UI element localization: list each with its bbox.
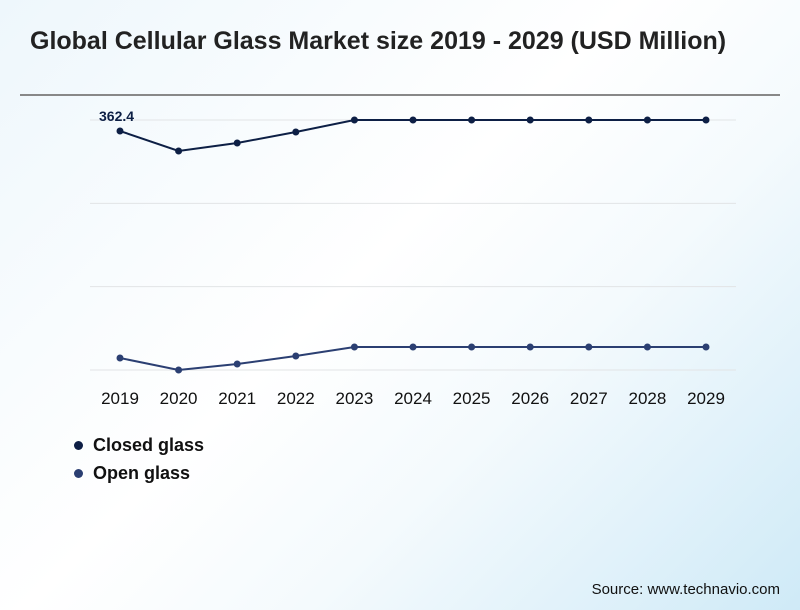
x-tick-label: 2026 (511, 389, 549, 408)
data-point (175, 366, 183, 374)
data-point (116, 354, 124, 362)
data-point (468, 343, 476, 351)
legend-item-open-glass: Open glass (74, 463, 190, 484)
data-point (526, 116, 534, 124)
data-point (292, 352, 300, 360)
data-point (233, 139, 241, 147)
data-point (350, 116, 358, 124)
source-note: Source: www.technavio.com (591, 581, 780, 598)
data-point (409, 343, 417, 351)
data-point (350, 343, 358, 351)
x-tick-label: 2023 (335, 389, 373, 408)
data-point (643, 116, 651, 124)
x-tick-label: 2024 (394, 389, 432, 408)
legend-marker-icon (74, 469, 83, 478)
data-point (233, 360, 241, 368)
data-point (585, 343, 593, 351)
x-tick-label: 2020 (160, 389, 198, 408)
data-point (409, 116, 417, 124)
data-point (702, 343, 710, 351)
x-tick-label: 2022 (277, 389, 315, 408)
x-tick-label: 2028 (628, 389, 666, 408)
x-tick-label: 2025 (453, 389, 491, 408)
x-tick-label: 2019 (101, 389, 139, 408)
legend-label: Open glass (93, 463, 191, 483)
line-chart: 2019 2020 2021 2022 2023 2024 2025 2026 2027 2028… (90, 108, 736, 408)
series-line-closed-glass (119, 119, 706, 153)
data-point (468, 116, 476, 124)
x-tick-label: 2029 (687, 389, 725, 408)
title-divider (20, 94, 780, 96)
x-tick-label: 2021 (218, 389, 256, 408)
data-label: 362.4 (99, 108, 134, 124)
legend-item-closed-glass: Closed glass (74, 435, 204, 456)
data-point (643, 343, 651, 351)
x-tick-label: 2027 (570, 389, 608, 408)
data-point (526, 343, 534, 351)
data-point (702, 116, 710, 124)
data-point (116, 127, 124, 135)
chart-title: Global Cellular Glass Market size 2019 -… (30, 27, 727, 55)
data-point (585, 116, 593, 124)
data-point (175, 147, 183, 155)
legend-marker-icon (74, 441, 83, 450)
legend-label: Closed glass (93, 435, 205, 455)
data-point (292, 128, 300, 136)
